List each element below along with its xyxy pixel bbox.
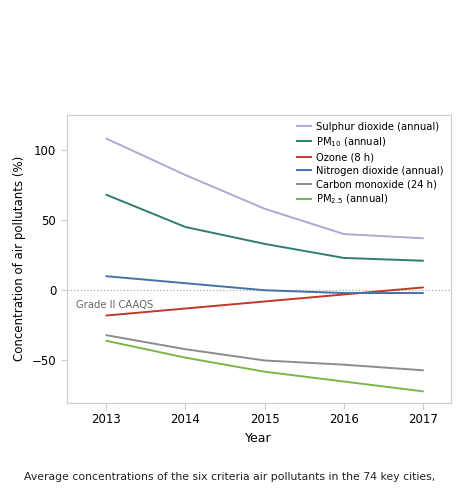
Legend: Sulphur dioxide (annual), PM$_{10}$ (annual), Ozone (8 h), Nitrogen dioxide (ann: Sulphur dioxide (annual), PM$_{10}$ (ann… — [295, 120, 445, 208]
Text: Grade II CAAQS: Grade II CAAQS — [76, 300, 153, 310]
Y-axis label: Concentration of air pollutants (%): Concentration of air pollutants (%) — [13, 156, 26, 361]
X-axis label: Year: Year — [245, 431, 271, 445]
Text: Average concentrations of the six criteria air pollutants in the 74 key cities,: Average concentrations of the six criter… — [24, 472, 435, 482]
